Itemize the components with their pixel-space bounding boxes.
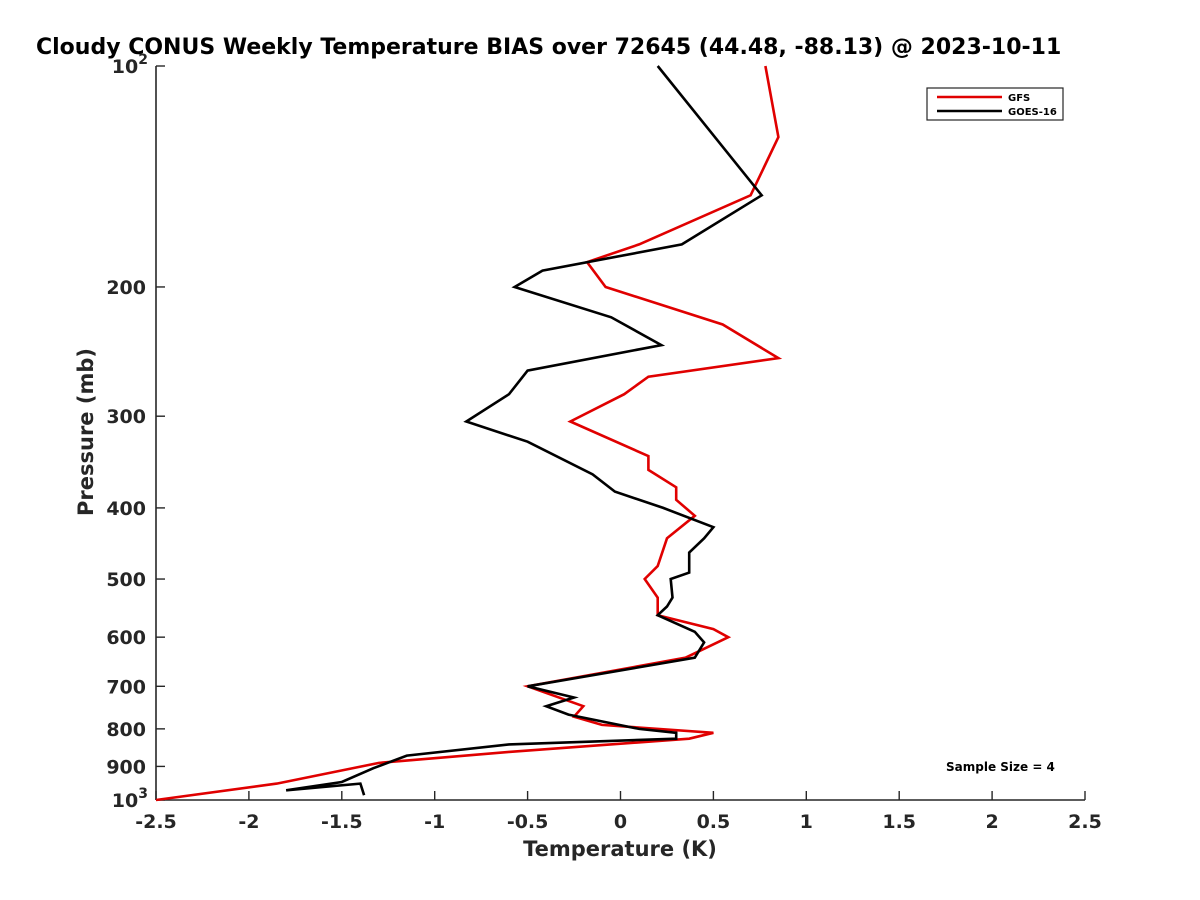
- y-tick-label: 200: [106, 277, 146, 299]
- y-tick-label: 102: [112, 52, 148, 78]
- x-tick-label: 2: [985, 811, 998, 833]
- y-tick-exponent: 3: [138, 786, 148, 802]
- series-line-goes-16: [285, 65, 764, 796]
- x-tick-label: 2.5: [1068, 811, 1102, 833]
- axes: [155, 66, 1085, 801]
- x-ticks: -2.5 -2 -1.5 -1 -0.5 0 0.5 1 1.5 2 2.5: [135, 791, 1102, 833]
- y-tick-label: 900: [106, 756, 146, 778]
- y-tick-label: 600: [106, 627, 146, 649]
- x-tick-label: -2.5: [135, 811, 177, 833]
- x-axis-label: Temperature (K): [523, 837, 717, 861]
- y-tick-label: 500: [106, 569, 146, 591]
- x-tick-label: 1.5: [882, 811, 916, 833]
- sample-size-annotation: Sample Size = 4: [946, 760, 1055, 774]
- x-tick-label: -1: [424, 811, 445, 833]
- x-tick-label: -0.5: [507, 811, 549, 833]
- y-tick-label: 700: [106, 676, 146, 698]
- y-tick-base: 10: [112, 790, 138, 812]
- y-tick-label: 800: [106, 719, 146, 741]
- y-tick-label: 400: [106, 498, 146, 520]
- y-tick-label: 300: [106, 406, 146, 428]
- y-tick-base: 10: [112, 56, 138, 78]
- x-tick-label: 1: [800, 811, 813, 833]
- legend-label: GOES-16: [1008, 107, 1057, 118]
- x-tick-label: 0.5: [697, 811, 731, 833]
- legend-label: GFS: [1008, 93, 1030, 104]
- y-tick-label: 103: [112, 786, 148, 812]
- legend-box: [926, 87, 1064, 121]
- x-tick-label: -1.5: [321, 811, 363, 833]
- data-series: [155, 65, 783, 802]
- x-tick-label: -2: [238, 811, 259, 833]
- y-tick-exponent: 2: [138, 52, 148, 68]
- legend: GFS GOES-16: [926, 87, 1064, 121]
- series-line-gfs: [155, 65, 783, 802]
- y-axis-label: Pressure (mb): [74, 348, 98, 516]
- chart-title: Cloudy CONUS Weekly Temperature BIAS ove…: [36, 35, 1061, 60]
- x-tick-label: 0: [614, 811, 627, 833]
